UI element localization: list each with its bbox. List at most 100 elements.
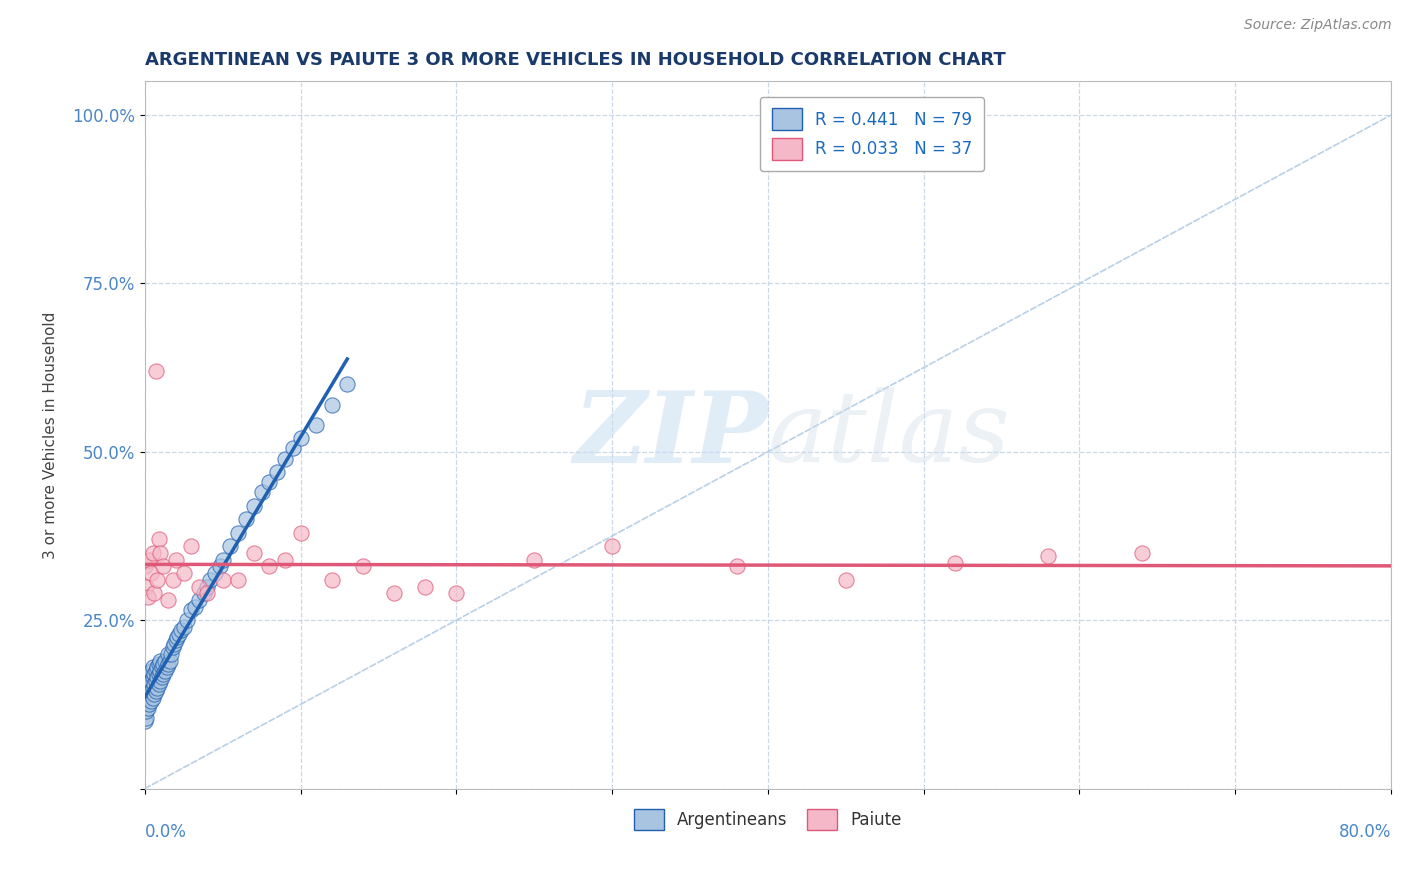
Point [141, 681, 163, 695]
Point [176, 613, 198, 627]
Point [173, 566, 195, 580]
Point [160, 647, 183, 661]
Point [165, 633, 187, 648]
Point [149, 664, 172, 678]
Point [336, 377, 359, 392]
Point [266, 465, 288, 479]
Point [152, 559, 174, 574]
Text: atlas: atlas [768, 387, 1011, 483]
Point [305, 417, 328, 432]
Point [211, 552, 233, 566]
Text: 0.0%: 0.0% [145, 823, 187, 841]
Point [135, 677, 157, 691]
Point [290, 431, 312, 445]
Point [145, 664, 167, 678]
Point [281, 442, 304, 456]
Point [143, 586, 166, 600]
Point [145, 364, 167, 378]
Point [134, 714, 156, 729]
Point [193, 586, 215, 600]
Point [136, 700, 159, 714]
Point [134, 700, 156, 714]
Point [135, 704, 157, 718]
Point [135, 580, 157, 594]
Point [139, 566, 162, 580]
Point [195, 580, 218, 594]
Point [180, 603, 202, 617]
Point [183, 599, 205, 614]
Point [274, 451, 297, 466]
Point [138, 667, 160, 681]
Point [135, 711, 157, 725]
Point [148, 533, 170, 547]
Point [413, 580, 436, 594]
Point [1038, 549, 1060, 564]
Point [242, 546, 264, 560]
Point [145, 684, 167, 698]
Point [159, 654, 181, 668]
Point [138, 677, 160, 691]
Point [204, 566, 226, 580]
Point [149, 673, 172, 688]
Point [382, 586, 405, 600]
Point [943, 556, 966, 570]
Point [148, 657, 170, 671]
Point [146, 681, 169, 695]
Point [138, 552, 160, 566]
Point [141, 546, 163, 560]
Point [600, 539, 623, 553]
Point [259, 559, 281, 574]
Point [321, 398, 343, 412]
Point [165, 552, 187, 566]
Point [198, 573, 221, 587]
Point [725, 559, 748, 574]
Point [167, 626, 190, 640]
Text: 80.0%: 80.0% [1339, 823, 1391, 841]
Point [155, 660, 177, 674]
Point [321, 573, 343, 587]
Point [136, 670, 159, 684]
Point [173, 620, 195, 634]
Point [352, 559, 374, 574]
Point [188, 593, 211, 607]
Point [1130, 546, 1153, 560]
Point [138, 698, 160, 712]
Point [169, 624, 191, 638]
Point [208, 559, 231, 574]
Point [136, 590, 159, 604]
Point [259, 475, 281, 489]
Point [195, 586, 218, 600]
Point [226, 573, 249, 587]
Point [135, 694, 157, 708]
Point [150, 670, 173, 684]
Point [150, 660, 173, 674]
Point [139, 694, 162, 708]
Point [135, 684, 157, 698]
Point [157, 647, 180, 661]
Point [166, 630, 188, 644]
Point [226, 525, 249, 540]
Point [138, 687, 160, 701]
Point [250, 485, 273, 500]
Text: Source: ZipAtlas.com: Source: ZipAtlas.com [1244, 18, 1392, 32]
Point [139, 684, 162, 698]
Point [146, 660, 169, 674]
Point [211, 573, 233, 587]
Point [835, 573, 858, 587]
Point [134, 559, 156, 574]
Point [146, 573, 169, 587]
Point [290, 525, 312, 540]
Point [188, 580, 211, 594]
Point [162, 573, 184, 587]
Point [523, 552, 546, 566]
Text: ARGENTINEAN VS PAIUTE 3 OR MORE VEHICLES IN HOUSEHOLD CORRELATION CHART: ARGENTINEAN VS PAIUTE 3 OR MORE VEHICLES… [145, 51, 1005, 69]
Point [446, 586, 468, 600]
Point [148, 677, 170, 691]
Point [152, 657, 174, 671]
Y-axis label: 3 or more Vehicles in Household: 3 or more Vehicles in Household [44, 311, 58, 558]
Point [139, 664, 162, 678]
Legend: Argentineans, Paiute: Argentineans, Paiute [627, 802, 908, 837]
Point [157, 593, 180, 607]
Point [136, 681, 159, 695]
Point [149, 654, 172, 668]
